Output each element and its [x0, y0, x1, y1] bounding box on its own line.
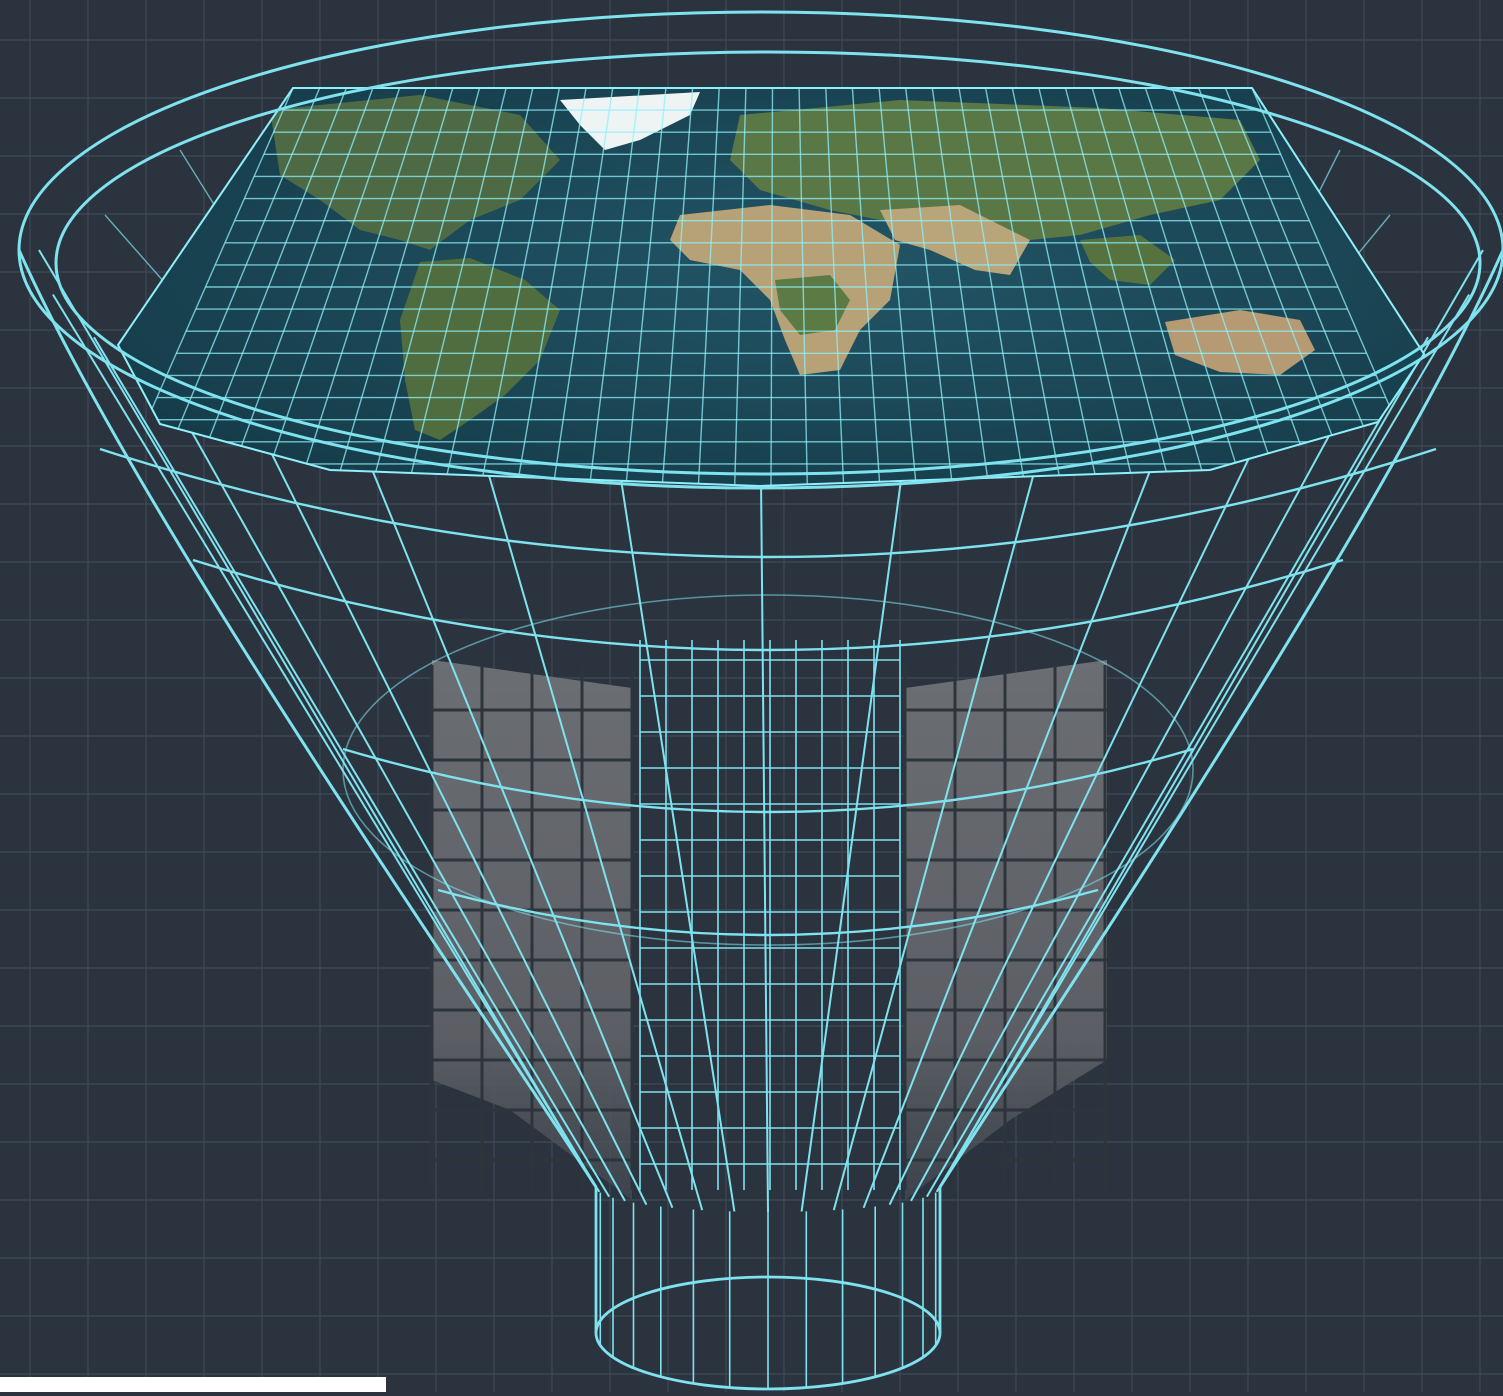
arabia-india [880, 205, 1030, 275]
funnel-meridian [926, 336, 1429, 1198]
screen-panel-grid [430, 665, 1107, 1190]
africa-forest [775, 275, 850, 335]
funnel-ring [342, 747, 1194, 814]
funnel-left-edge [17, 249, 598, 1188]
funnel-ring [99, 447, 1437, 559]
funnel-meridian [939, 249, 1484, 1188]
corner-patch [0, 1377, 386, 1392]
funnel-meridian [910, 376, 1363, 1202]
funnel-ring [437, 888, 1099, 937]
funnel-meridian [38, 249, 597, 1188]
funnel-meridian [888, 410, 1273, 1206]
funnel-meridian [760, 477, 769, 1213]
funnel-rim [17, 10, 1503, 490]
north-america [270, 95, 560, 250]
funnel-meridian [52, 293, 601, 1193]
funnel-meridian [862, 439, 1164, 1209]
funnel-meridian [159, 376, 626, 1202]
south-america [400, 258, 560, 440]
map-continents [270, 92, 1315, 440]
europe-asia [730, 100, 1260, 240]
map-graticule [118, 88, 1424, 486]
funnel-meridian [832, 460, 1039, 1211]
world-map-plane [116, 87, 1426, 488]
funnel-meridian [935, 293, 1470, 1193]
funnel-wireframe [17, 149, 1503, 1391]
funnel-meridian [358, 439, 674, 1209]
funnel-ring [192, 558, 1344, 652]
funnel-meridian [619, 473, 736, 1212]
inner-rim [54, 50, 1482, 476]
funnel-meridian [249, 410, 648, 1206]
funnel-meridian [800, 473, 903, 1212]
funnel-right-edge [938, 249, 1503, 1188]
funnel-meridian [93, 336, 610, 1198]
greenland [560, 92, 700, 150]
outer-rim [17, 10, 1503, 490]
southeast-asia [1080, 235, 1175, 285]
